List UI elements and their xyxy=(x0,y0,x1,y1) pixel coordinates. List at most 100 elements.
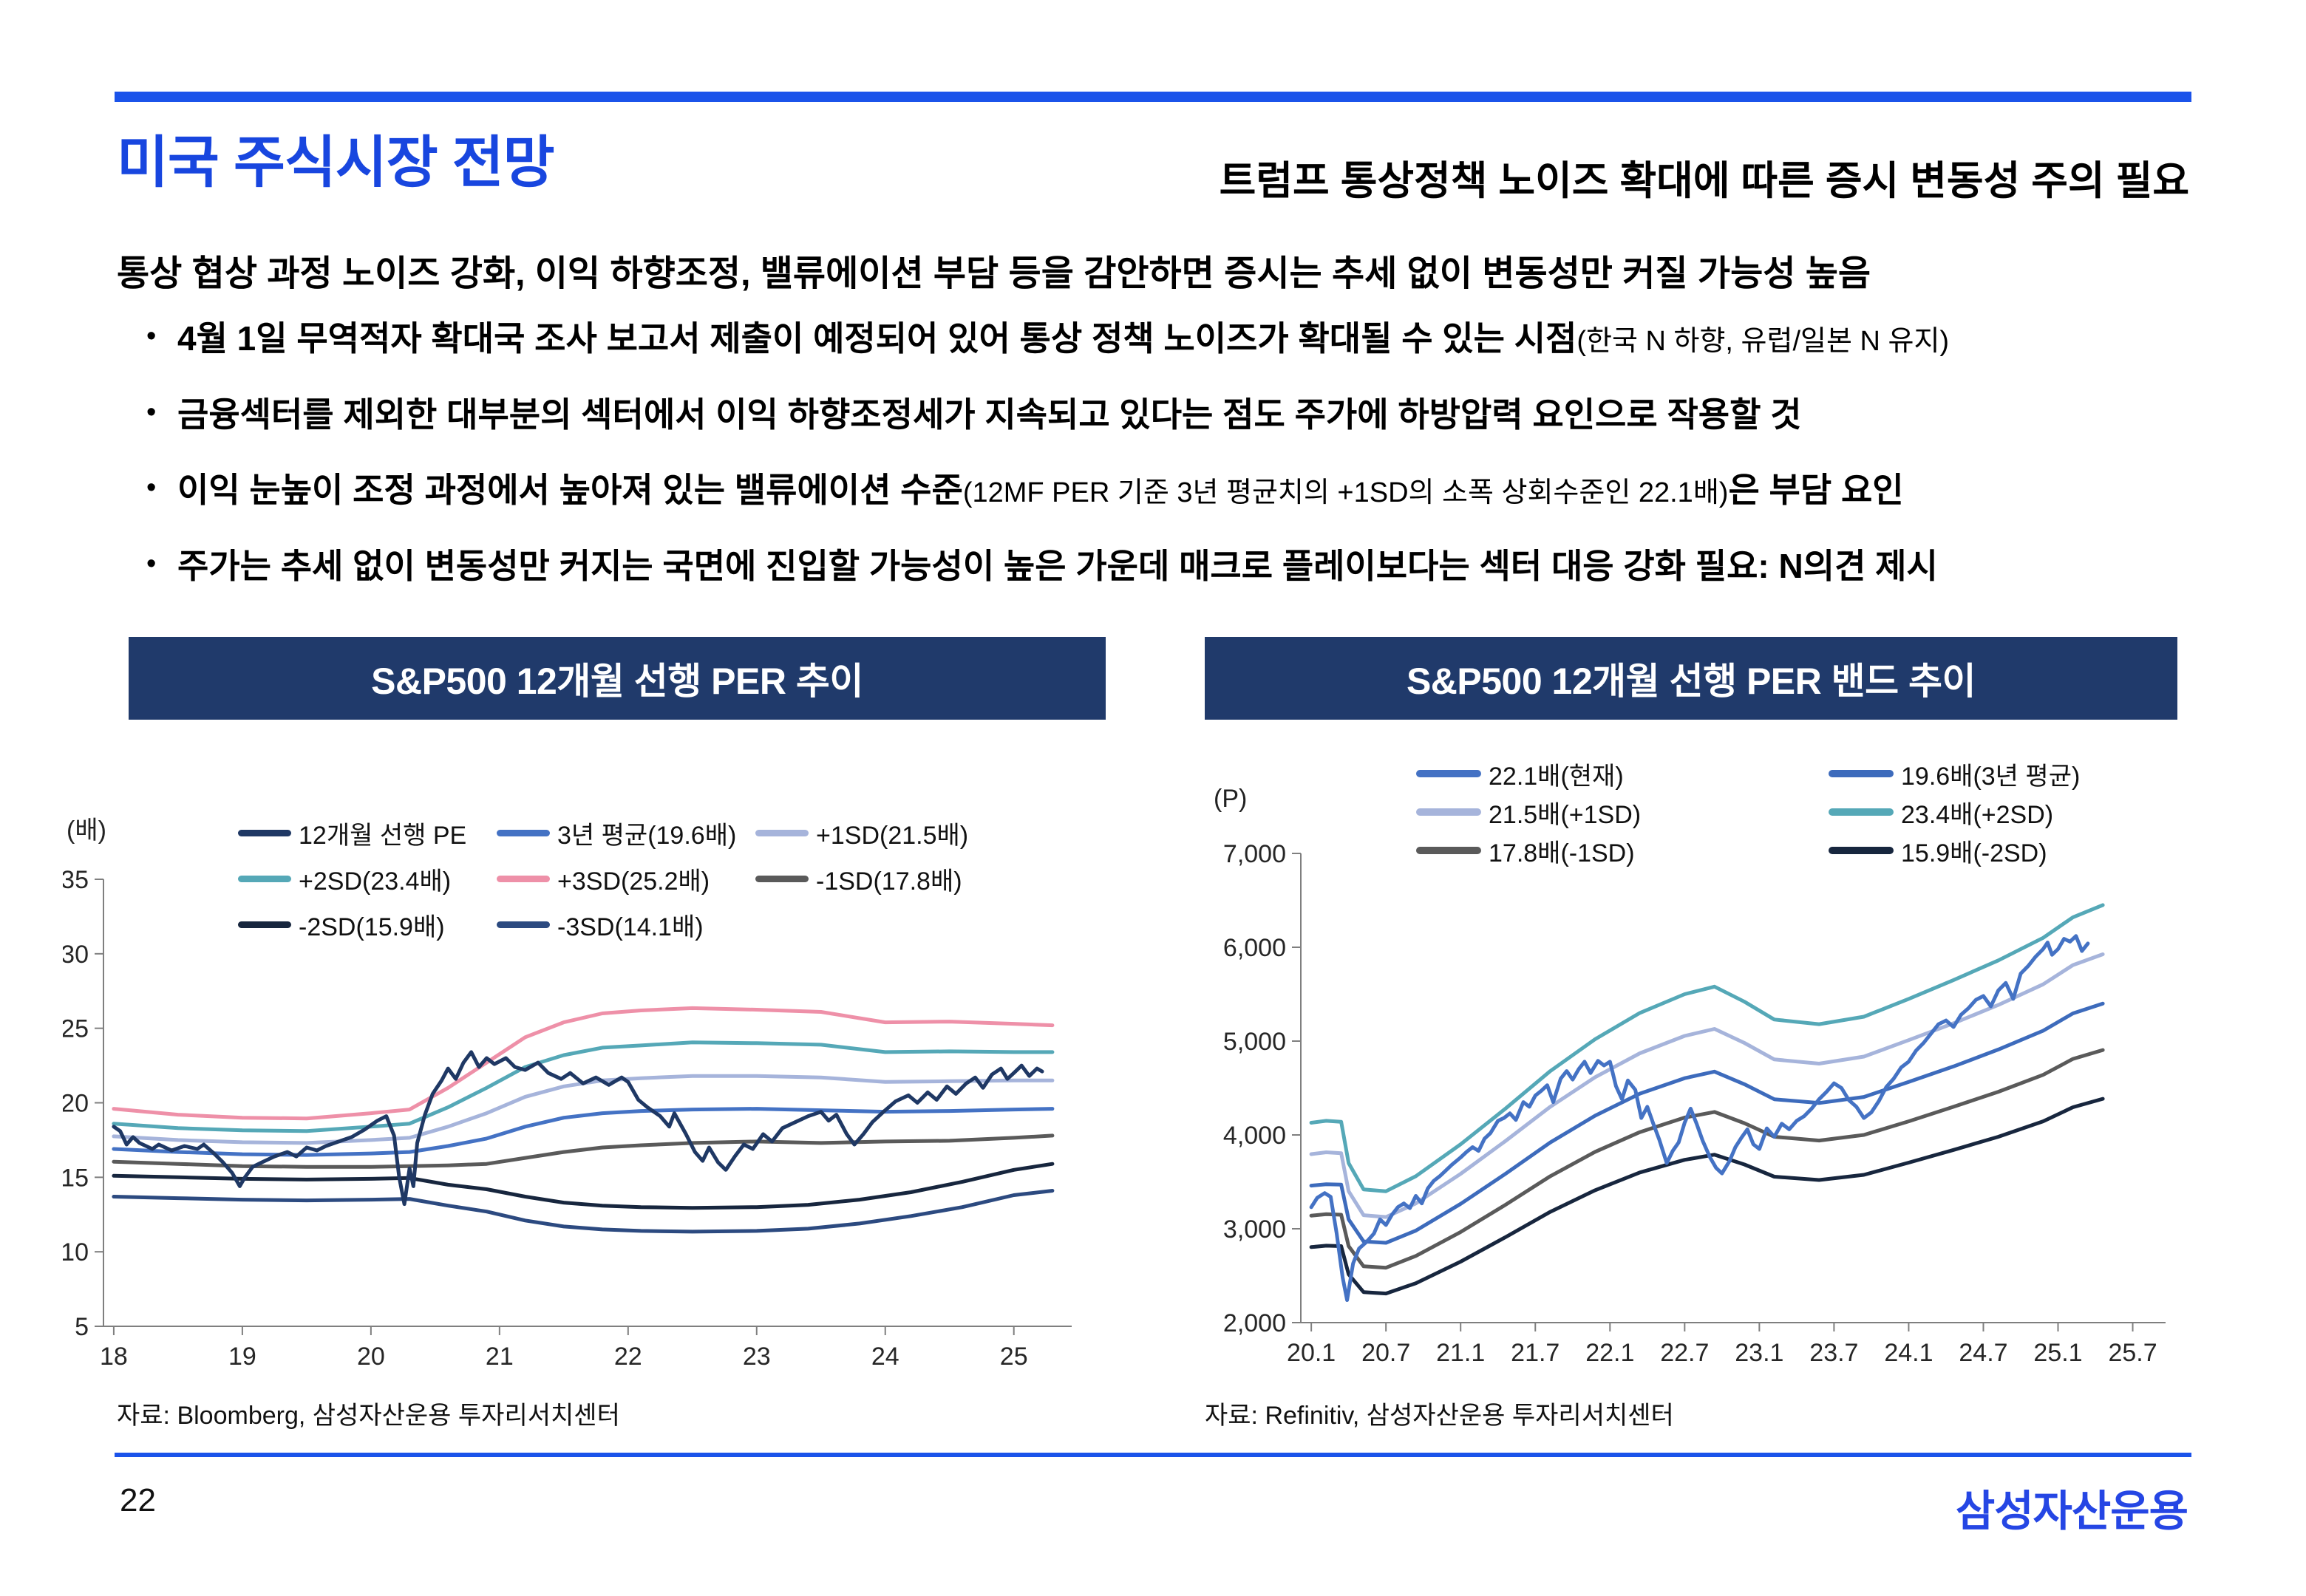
legend-label: 12개월 선행 PE xyxy=(299,821,467,850)
legend-swatch xyxy=(238,875,291,882)
bullet-tail: 은 부담 요인 xyxy=(1728,471,1904,510)
svg-text:23.7: 23.7 xyxy=(1809,1339,1858,1367)
legend-item: 3년 평균(19.6배) xyxy=(497,819,755,850)
bullet-text: 금융섹터를 제외한 대부분의 섹터에서 이익 하향조정세가 지속되고 있다는 점… xyxy=(177,395,1802,434)
legend-label: 3년 평균(19.6배) xyxy=(557,821,737,850)
legend-swatch xyxy=(1829,808,1894,816)
svg-text:22: 22 xyxy=(614,1343,642,1371)
left-chart-canvas: 5 10 15 20 25 30 35 18 19 20 21 22 23 24 25 xyxy=(63,866,1072,1371)
legend-item: -1SD(17.8배) xyxy=(755,864,999,896)
svg-text:22.7: 22.7 xyxy=(1660,1339,1709,1367)
svg-text:21: 21 xyxy=(486,1343,514,1371)
footer-divider xyxy=(115,1453,2191,1457)
svg-text:21.7: 21.7 xyxy=(1511,1339,1560,1367)
left-chart-title-bar: S&P500 12개월 선행 PER 추이 xyxy=(129,637,1106,720)
left-chart-legend: 12개월 선행 PE 3년 평균(19.6배) +1SD(21.5배) +2SD(23… xyxy=(238,819,999,941)
left-chart-source: 자료: Bloomberg, 삼성자산운용 투자리서치센터 xyxy=(117,1402,620,1430)
left-chart-unit-label: (배) xyxy=(67,816,106,845)
bullet-text: 이익 눈높이 조정 과정에서 높아져 있는 밸류에이션 수준 xyxy=(177,471,963,510)
legend-label: 22.1배(현재) xyxy=(1489,762,1624,791)
bullet-item: 이익 눈높이 조정 과정에서 높아져 있는 밸류에이션 수준(12MF PER … xyxy=(145,468,2207,513)
legend-label: +1SD(21.5배) xyxy=(816,821,969,850)
svg-text:3,000: 3,000 xyxy=(1223,1215,1286,1244)
bullet-text: 4월 1일 무역적자 확대국 조사 보고서 제출이 예정되어 있어 통상 정책 … xyxy=(177,319,1577,358)
right-chart-legend: 22.1배(현재) 19.6배(3년 평균) 21.5배(+1SD) 23.4배(+2… xyxy=(1416,760,2213,867)
svg-text:22.1: 22.1 xyxy=(1585,1339,1634,1367)
bullet-item: 주가는 추세 없이 변동성만 커지는 국면에 진입할 가능성이 높은 가운데 매… xyxy=(145,544,2207,589)
right-chart-title-bar: S&P500 12개월 선행 PER 밴드 추이 xyxy=(1205,637,2177,720)
page-subtitle: 트럼프 통상정책 노이즈 확대에 따른 증시 변동성 주의 필요 xyxy=(1219,159,2189,203)
bullet-subtext: (12MF PER 기준 3년 평균치의 +1SD의 소폭 상회수준인 22.1… xyxy=(962,477,1729,509)
bullet-subtext: (한국 N 하향, 유럽/일본 N 유지) xyxy=(1577,326,1950,357)
legend-swatch xyxy=(238,829,291,836)
svg-text:24.1: 24.1 xyxy=(1884,1339,1933,1367)
svg-text:4,000: 4,000 xyxy=(1223,1122,1286,1150)
legend-label: 17.8배(-1SD) xyxy=(1489,839,1635,867)
svg-text:30: 30 xyxy=(63,941,89,969)
right-chart-source: 자료: Refinitiv, 삼성자산운용 투자리서치센터 xyxy=(1205,1402,1674,1430)
legend-swatch xyxy=(1416,808,1481,816)
legend-swatch xyxy=(755,829,809,836)
legend-item: 21.5배(+1SD) xyxy=(1416,798,1829,829)
legend-swatch xyxy=(755,875,809,882)
svg-text:20.7: 20.7 xyxy=(1361,1339,1410,1367)
svg-text:35: 35 xyxy=(63,866,89,894)
legend-label: +2SD(23.4배) xyxy=(299,867,452,896)
svg-text:7,000: 7,000 xyxy=(1223,840,1286,868)
company-logo: 삼성자산운용 xyxy=(1955,1487,2188,1535)
svg-text:15: 15 xyxy=(63,1164,89,1192)
svg-text:24.7: 24.7 xyxy=(1959,1339,2007,1367)
page-number: 22 xyxy=(120,1482,156,1518)
legend-item: +1SD(21.5배) xyxy=(755,819,999,850)
bullet-list: 4월 1일 무역적자 확대국 조사 보고서 제출이 예정되어 있어 통상 정책 … xyxy=(145,316,2207,620)
legend-label: 15.9배(-2SD) xyxy=(1901,839,2047,867)
legend-swatch xyxy=(1416,847,1481,854)
legend-swatch xyxy=(497,829,550,836)
legend-label: -3SD(14.1배) xyxy=(557,913,704,941)
svg-text:19: 19 xyxy=(228,1343,256,1371)
legend-label: -1SD(17.8배) xyxy=(816,867,962,896)
right-chart-unit-label: (P) xyxy=(1214,785,1248,813)
legend-swatch xyxy=(238,921,291,928)
legend-item: 15.9배(-2SD) xyxy=(1829,836,2213,867)
right-chart-canvas: 2,000 3,000 4,000 5,000 6,000 7,000 20.1 20.7 21… xyxy=(1223,840,2166,1367)
bullet-text: 주가는 추세 없이 변동성만 커지는 국면에 진입할 가능성이 높은 가운데 매… xyxy=(177,547,1938,586)
bullet-item: 4월 1일 무역적자 확대국 조사 보고서 제출이 예정되어 있어 통상 정책 … xyxy=(145,316,2207,361)
legend-label: +3SD(25.2배) xyxy=(557,867,710,896)
legend-item: -2SD(15.9배) xyxy=(238,910,497,941)
right-chart-title: S&P500 12개월 선행 PER 밴드 추이 xyxy=(1406,661,1976,702)
legend-item: -3SD(14.1배) xyxy=(497,910,755,941)
svg-text:6,000: 6,000 xyxy=(1223,934,1286,962)
legend-swatch xyxy=(1829,770,1894,777)
svg-text:10: 10 xyxy=(63,1238,89,1266)
legend-item: 23.4배(+2SD) xyxy=(1829,798,2213,829)
svg-text:25.7: 25.7 xyxy=(2108,1339,2157,1367)
svg-text:23: 23 xyxy=(743,1343,771,1371)
legend-swatch xyxy=(1416,770,1481,777)
legend-label: -2SD(15.9배) xyxy=(299,913,445,941)
legend-label: 21.5배(+1SD) xyxy=(1489,800,1642,829)
legend-label: 23.4배(+2SD) xyxy=(1901,800,2054,829)
page-title: 미국 주식시장 전망 xyxy=(117,132,555,194)
svg-text:20.1: 20.1 xyxy=(1287,1339,1336,1367)
svg-text:2,000: 2,000 xyxy=(1223,1309,1286,1337)
svg-text:5: 5 xyxy=(75,1313,89,1341)
legend-swatch xyxy=(497,921,550,928)
svg-text:25: 25 xyxy=(1000,1343,1028,1371)
svg-text:20: 20 xyxy=(63,1090,89,1118)
svg-text:18: 18 xyxy=(100,1343,128,1371)
svg-text:20: 20 xyxy=(357,1343,385,1371)
svg-text:24: 24 xyxy=(871,1343,899,1371)
bullet-item: 금융섹터를 제외한 대부분의 섹터에서 이익 하향조정세가 지속되고 있다는 점… xyxy=(145,392,2207,437)
svg-text:21.1: 21.1 xyxy=(1436,1339,1485,1367)
svg-text:25.1: 25.1 xyxy=(2033,1339,2082,1367)
summary-lead: 통상 협상 과정 노이즈 강화, 이익 하향조정, 밸류에이션 부담 등을 감안… xyxy=(117,254,1871,293)
legend-label: 19.6배(3년 평균) xyxy=(1901,762,2081,791)
svg-text:25: 25 xyxy=(63,1015,89,1043)
left-chart-title: S&P500 12개월 선행 PER 추이 xyxy=(371,661,863,702)
legend-item: +3SD(25.2배) xyxy=(497,864,755,896)
legend-item: 17.8배(-1SD) xyxy=(1416,836,1829,867)
legend-item: 22.1배(현재) xyxy=(1416,760,1829,791)
top-divider xyxy=(115,92,2191,102)
